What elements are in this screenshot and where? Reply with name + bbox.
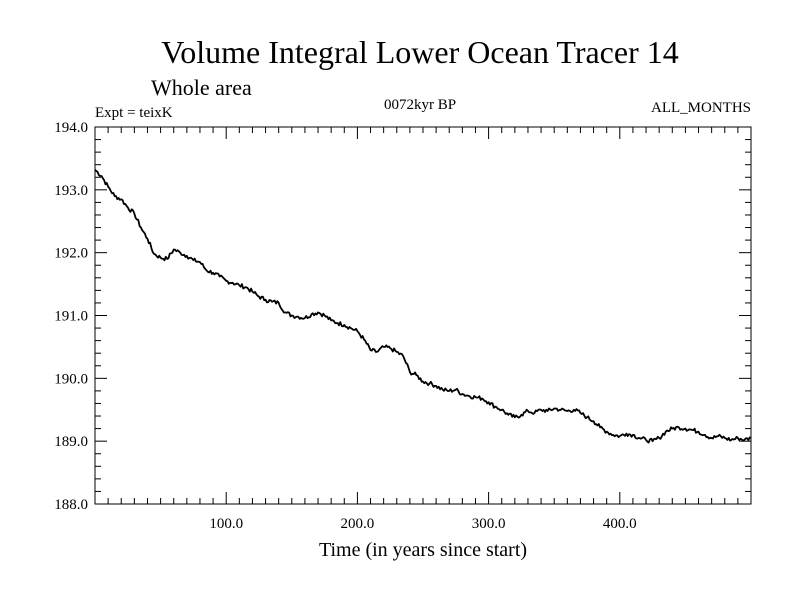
months-label: ALL_MONTHS: [651, 100, 751, 116]
x-tick-label: 300.0: [472, 516, 506, 532]
x-tick-label: 400.0: [603, 516, 637, 532]
x-axis-label: Time (in years since start): [319, 539, 527, 561]
x-axis-tick-labels: 100.0 200.0 300.0 400.0: [209, 516, 636, 532]
y-tick-label: 191.0: [54, 309, 88, 325]
chart-title: Volume Integral Lower Ocean Tracer 14: [161, 34, 678, 70]
y-tick-label: 193.0: [54, 183, 88, 199]
plot-frame: [94, 126, 752, 505]
y-tick-label: 189.0: [54, 434, 88, 450]
y-axis-ticks: [95, 126, 751, 505]
series-line: [94, 169, 752, 444]
x-tick-label: 100.0: [209, 516, 243, 532]
x-tick-label: 200.0: [341, 516, 375, 532]
chart-subtitle: Whole area: [151, 75, 252, 100]
y-tick-label: 194.0: [54, 120, 88, 136]
y-tick-label: 188.0: [54, 497, 88, 513]
experiment-label: Expt = teixK: [95, 105, 173, 121]
period-label: 0072kyr BP: [384, 97, 456, 113]
y-tick-label: 192.0: [54, 246, 88, 262]
y-tick-label: 190.0: [54, 371, 88, 387]
x-axis-ticks: [107, 127, 739, 504]
y-axis-tick-labels: 188.0 189.0 190.0 191.0 192.0 193.0 194.0: [54, 120, 88, 513]
